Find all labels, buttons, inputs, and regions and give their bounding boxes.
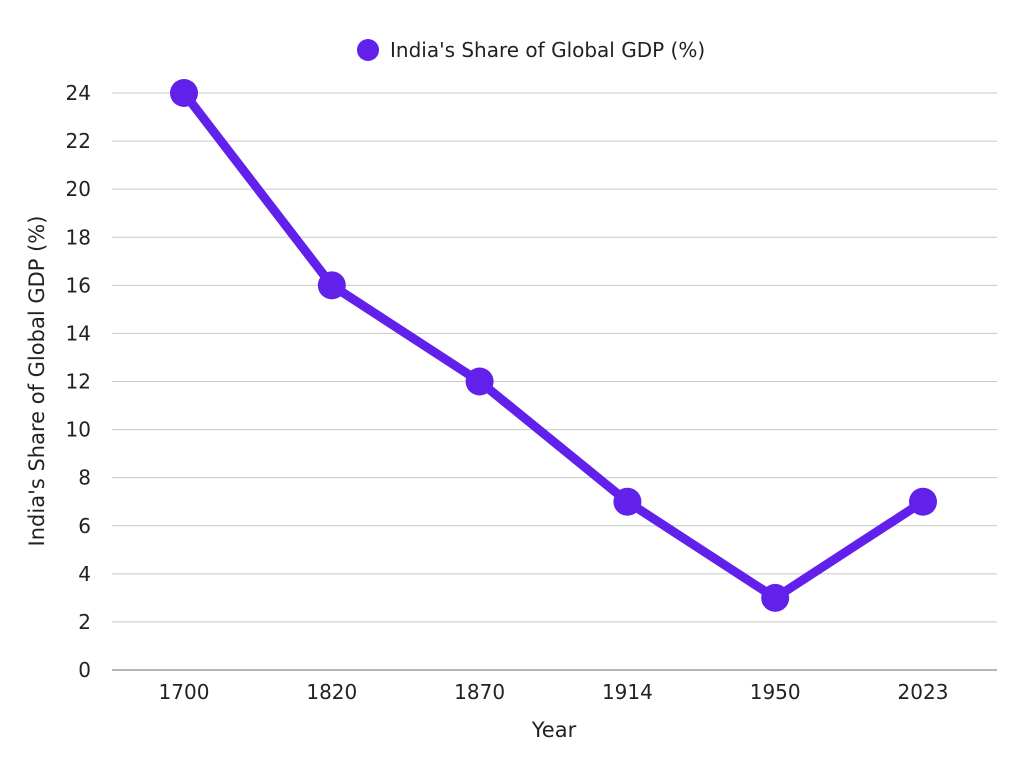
y-tick-label: 18: [66, 225, 91, 249]
data-point: [465, 367, 494, 396]
y-tick-label: 20: [66, 177, 91, 201]
y-tick-label: 12: [66, 370, 91, 394]
y-tick-label: 10: [66, 418, 91, 442]
y-tick-label: 0: [78, 658, 91, 682]
x-axis-tick-labels: 1700 1820 1870 1914 1950 2023: [159, 680, 949, 704]
x-axis-title: Year: [531, 718, 577, 742]
gridlines: [112, 92, 997, 671]
x-tick-label: 1950: [750, 680, 801, 704]
data-point: [761, 583, 790, 612]
y-tick-label: 24: [66, 81, 91, 105]
x-tick-label: 1820: [306, 680, 357, 704]
y-tick-label: 14: [66, 321, 91, 345]
y-axis-title: India's Share of Global GDP (%): [25, 216, 49, 547]
data-series: [170, 79, 937, 612]
legend-marker: [357, 39, 379, 61]
y-tick-label: 4: [78, 562, 91, 586]
data-point: [613, 487, 642, 516]
data-point: [909, 487, 937, 516]
series-line: [179, 88, 928, 603]
y-tick-label: 8: [78, 466, 91, 490]
y-tick-label: 2: [78, 610, 91, 634]
legend-label: India's Share of Global GDP (%): [390, 38, 705, 62]
data-point: [317, 271, 346, 300]
legend: India's Share of Global GDP (%): [357, 38, 705, 62]
y-tick-label: 16: [66, 273, 91, 297]
x-tick-label: 1870: [454, 680, 505, 704]
y-tick-label: 22: [66, 129, 91, 153]
x-tick-label: 1914: [602, 680, 653, 704]
x-tick-label: 1700: [159, 680, 210, 704]
data-point: [170, 79, 198, 107]
x-tick-label: 2023: [898, 680, 949, 704]
y-tick-label: 6: [78, 514, 91, 538]
